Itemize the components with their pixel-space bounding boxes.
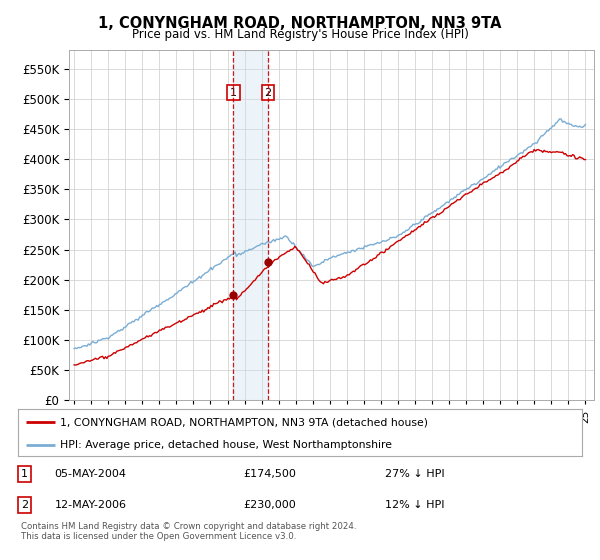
Text: 2: 2 (265, 88, 271, 97)
Text: 1: 1 (230, 88, 237, 97)
Text: Contains HM Land Registry data © Crown copyright and database right 2024.
This d: Contains HM Land Registry data © Crown c… (21, 522, 356, 542)
Text: £174,500: £174,500 (244, 469, 296, 479)
Bar (233, 50, 268, 400)
Text: 1, CONYNGHAM ROAD, NORTHAMPTON, NN3 9TA (detached house): 1, CONYNGHAM ROAD, NORTHAMPTON, NN3 9TA … (60, 417, 428, 427)
Text: 12% ↓ HPI: 12% ↓ HPI (385, 500, 444, 510)
Text: 1, CONYNGHAM ROAD, NORTHAMPTON, NN3 9TA: 1, CONYNGHAM ROAD, NORTHAMPTON, NN3 9TA (98, 16, 502, 31)
Text: 27% ↓ HPI: 27% ↓ HPI (385, 469, 444, 479)
Text: 05-MAY-2004: 05-MAY-2004 (55, 469, 127, 479)
Text: 1: 1 (21, 469, 28, 479)
Text: HPI: Average price, detached house, West Northamptonshire: HPI: Average price, detached house, West… (60, 440, 392, 450)
Text: Price paid vs. HM Land Registry's House Price Index (HPI): Price paid vs. HM Land Registry's House … (131, 28, 469, 41)
Text: £230,000: £230,000 (244, 500, 296, 510)
Text: 2: 2 (21, 500, 28, 510)
Text: 12-MAY-2006: 12-MAY-2006 (55, 500, 127, 510)
